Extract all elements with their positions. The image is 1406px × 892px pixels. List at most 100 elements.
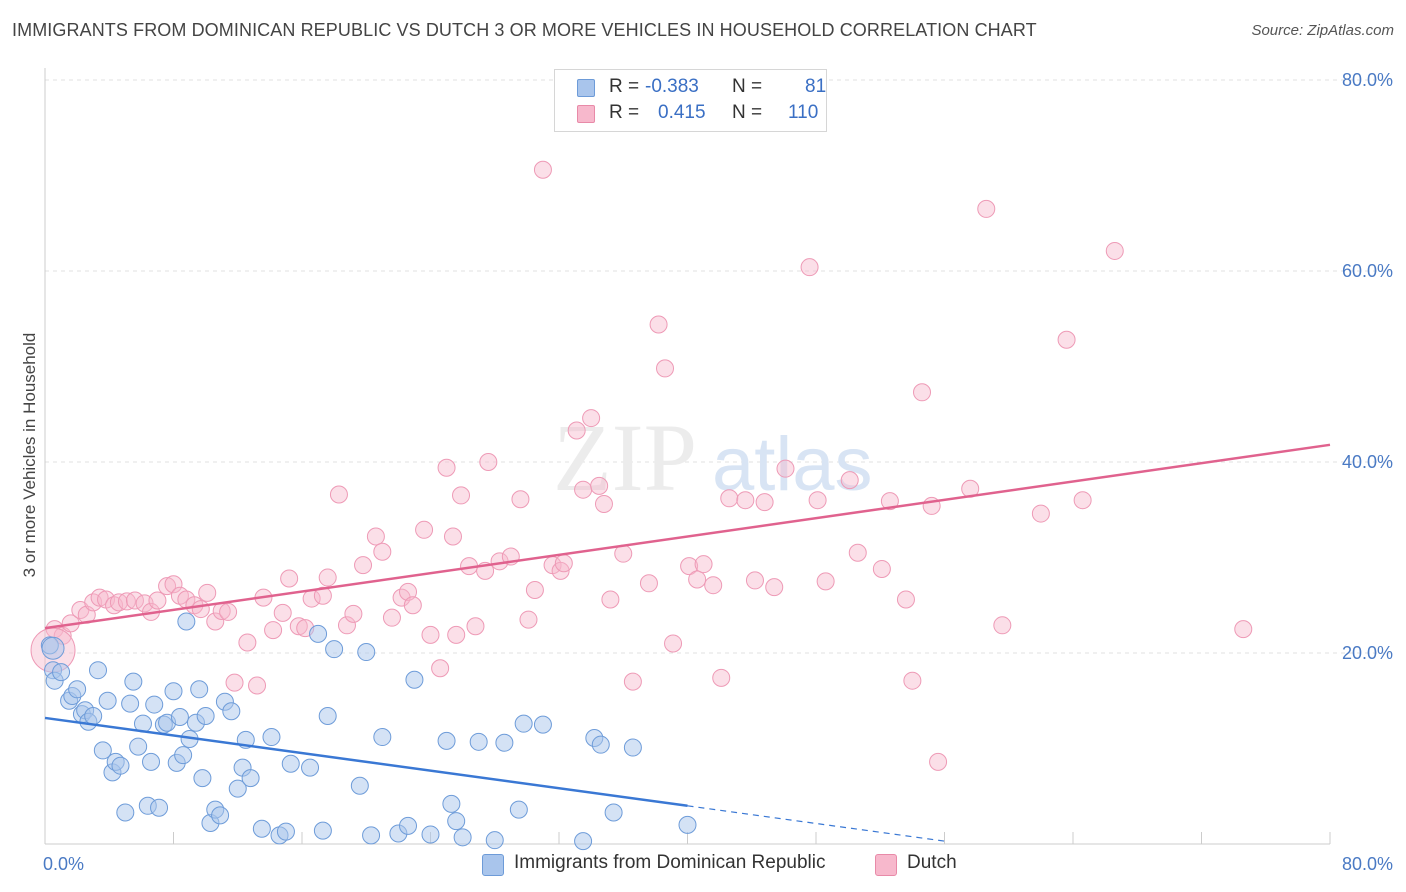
dominican-point <box>447 812 466 831</box>
legend-label-dutch: Dutch <box>907 852 957 873</box>
dutch-point <box>929 752 948 771</box>
dominican-point <box>318 707 337 726</box>
dutch-point <box>755 493 774 512</box>
dutch-point <box>694 555 713 574</box>
dominican-point <box>442 794 461 813</box>
dominican-point <box>124 672 143 691</box>
dominican-point <box>129 737 148 756</box>
dutch-point <box>639 574 658 593</box>
legend-swatch-blue <box>482 854 504 876</box>
dominican-point <box>313 821 332 840</box>
dominican-point <box>469 732 488 751</box>
dominican-point <box>177 612 196 631</box>
dominican-point <box>89 661 108 680</box>
dominican-point <box>98 691 117 710</box>
dutch-point <box>479 453 498 471</box>
legend-swatch-blue <box>577 79 595 97</box>
dutch-point <box>993 616 1012 635</box>
dutch-points <box>30 160 1253 771</box>
dutch-point <box>519 610 538 629</box>
dutch-point <box>712 668 731 687</box>
dutch-point <box>745 571 764 590</box>
dutch-point <box>765 578 784 597</box>
dominican-point <box>437 731 456 750</box>
dutch-point <box>329 485 348 504</box>
dutch-point <box>366 527 385 546</box>
dutch-point <box>248 676 267 695</box>
dominican-point <box>211 806 230 825</box>
dutch-point <box>399 582 418 601</box>
dominican-point <box>350 776 369 795</box>
dutch-point <box>664 634 683 653</box>
dutch-point <box>688 570 707 589</box>
dominican-point <box>357 643 376 662</box>
dutch-point <box>848 543 867 562</box>
correlation-legend: R = -0.383 N = 81 R = 0.415 N = 110 <box>554 69 827 132</box>
dominican-point <box>399 816 418 835</box>
dominican-point <box>190 680 209 699</box>
dominican-point <box>325 640 344 659</box>
dominican-point <box>222 702 241 721</box>
dutch-point <box>601 590 620 609</box>
grid <box>45 79 1392 654</box>
dutch-point <box>313 586 332 605</box>
dutch-point <box>164 575 183 594</box>
legend-r-value: 0.415 <box>658 102 706 123</box>
legend-r-label: R = <box>609 102 640 123</box>
dominican-trend-line <box>44 716 688 808</box>
chart-title: IMMIGRANTS FROM DOMINICAN REPUBLIC VS DU… <box>12 20 1037 40</box>
dutch-trend-line <box>44 443 1331 630</box>
dominican-point <box>533 715 552 734</box>
dutch-point <box>680 557 699 576</box>
dutch-point <box>344 604 363 623</box>
legend-label-dominican: Immigrants from Dominican Republic <box>514 852 826 873</box>
dominican-point <box>373 728 392 747</box>
x-tick-label: 80.0% <box>1342 854 1393 874</box>
dominican-point <box>52 663 71 682</box>
dutch-point <box>289 617 308 636</box>
dominican-point <box>362 826 381 845</box>
dutch-point <box>403 596 422 615</box>
dutch-point <box>567 421 586 440</box>
dutch-point <box>443 527 462 546</box>
dominican-point <box>574 832 593 851</box>
dutch-point <box>1057 330 1076 349</box>
y-tick-label: 20.0% <box>1342 643 1393 663</box>
dominican-point <box>252 819 271 838</box>
dominican-point <box>116 803 135 822</box>
dutch-point <box>148 591 167 610</box>
dominican-point <box>421 825 440 844</box>
dutch-point <box>533 160 552 179</box>
dutch-point <box>158 577 177 596</box>
dominican-point <box>93 741 112 760</box>
dominican-point <box>150 798 169 817</box>
dutch-point <box>415 520 434 539</box>
dominican-point <box>68 680 87 699</box>
y-axis-label: 3 or more Vehicles in Household <box>20 333 39 578</box>
dutch-point <box>318 568 337 587</box>
watermark-zip: ZIP <box>553 404 697 511</box>
dominican-point <box>228 779 247 798</box>
dutch-point <box>225 673 244 692</box>
watermark-atlas: atlas <box>712 422 873 507</box>
dominican-point <box>281 754 300 773</box>
dutch-point <box>273 603 292 622</box>
dutch-point <box>776 459 795 478</box>
dutch-point <box>354 556 373 575</box>
dutch-point <box>896 590 915 609</box>
dominican-point <box>495 733 514 752</box>
legend-n-label: N = <box>732 102 763 123</box>
dominican-point <box>591 735 610 754</box>
dutch-point <box>623 672 642 691</box>
dutch-point <box>590 476 609 495</box>
dutch-point <box>264 621 283 640</box>
dominican-point <box>276 822 295 841</box>
dominican-point <box>164 682 183 701</box>
dutch-point <box>90 588 109 607</box>
dominican-point <box>514 714 533 733</box>
legend-swatch-pink <box>875 854 897 876</box>
dutch-point <box>431 659 450 678</box>
dominican-point <box>301 758 320 777</box>
dutch-point <box>880 492 899 511</box>
